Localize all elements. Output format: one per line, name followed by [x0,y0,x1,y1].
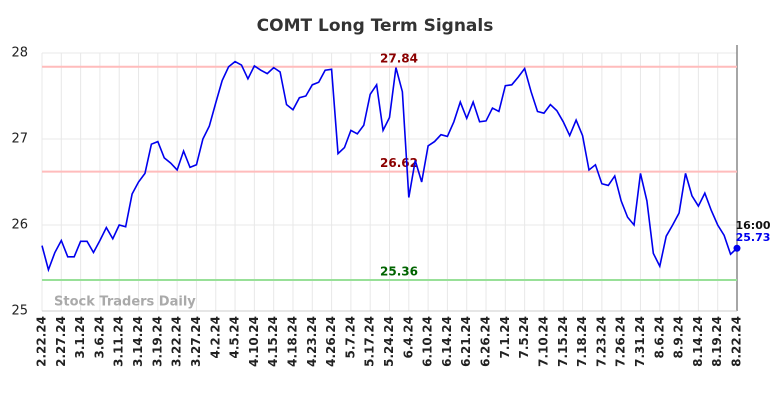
watermark: Stock Traders Daily [54,295,196,310]
x-tick-label: 5.17.24 [363,316,377,367]
x-tick-label: 3.14.24 [131,316,145,367]
chart-title: COMT Long Term Signals [257,16,494,36]
y-tick-label: 26 [11,218,28,233]
x-tick-label: 7.10.24 [536,316,550,367]
x-tick-label: 4.18.24 [285,316,299,367]
x-tick-label: 8.22.24 [730,316,744,367]
x-tick-label: 6.21.24 [459,316,473,367]
signal-label: 27.84 [380,51,418,65]
x-tick-label: 3.22.24 [170,316,184,367]
x-tick-label: 3.1.24 [73,316,87,359]
x-tick-label: 7.18.24 [575,316,589,367]
x-tick-label: 8.14.24 [691,316,705,367]
x-tick-label: 8.19.24 [710,316,724,367]
last-time: 16:00 [735,219,770,232]
x-tick-label: 8.6.24 [652,316,666,359]
x-tick-label: 3.19.24 [150,316,164,367]
x-tick-label: 7.1.24 [498,316,512,359]
y-tick-label: 25 [11,304,28,319]
last-point [733,244,741,252]
signal-label: 25.36 [380,265,418,279]
x-tick-label: 4.5.24 [228,316,242,359]
x-tick-label: 4.2.24 [208,316,222,359]
x-tick-label: 4.15.24 [266,316,280,367]
x-tick-label: 3.27.24 [189,316,203,367]
x-tick-label: 5.24.24 [382,316,396,367]
x-tick-label: 4.10.24 [247,316,261,367]
x-tick-label: 4.26.24 [324,316,338,367]
x-tick-label: 3.11.24 [112,316,126,367]
x-tick-label: 8.9.24 [672,316,686,359]
x-tick-label: 7.31.24 [633,316,647,367]
x-tick-label: 7.5.24 [517,316,531,359]
x-tick-label: 6.26.24 [479,316,493,367]
y-tick-label: 28 [11,46,28,61]
x-tick-label: 2.27.24 [54,316,68,367]
x-tick-label: 4.23.24 [305,316,319,367]
x-tick-label: 5.7.24 [343,316,357,359]
x-tick-label: 6.10.24 [421,316,435,367]
price-line [41,60,738,273]
x-tick-label: 7.23.24 [594,316,608,367]
x-tick-label: 6.4.24 [401,316,415,359]
x-tick-label: 3.6.24 [92,316,106,359]
x-tick-label: 7.26.24 [614,316,628,367]
y-tick-label: 27 [11,132,28,147]
signal-label: 26.62 [380,156,418,170]
x-tick-label: 7.15.24 [556,316,570,367]
last-price: 25.73 [736,231,771,244]
x-tick-label: 2.22.24 [35,316,49,367]
x-tick-label: 6.14.24 [440,316,454,367]
